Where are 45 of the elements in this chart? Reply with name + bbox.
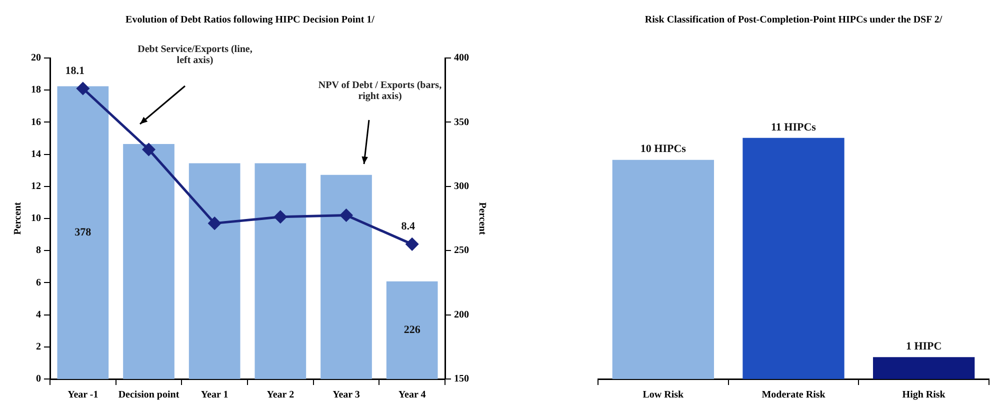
point	[142, 143, 155, 156]
y2-tick-label: 250	[454, 245, 469, 256]
data-label: 1 HIPC	[906, 340, 942, 352]
y2-tick-label: 300	[454, 180, 469, 192]
annotation: NPV of Debt / Exports (bars, right axis)	[317, 80, 443, 102]
point	[208, 217, 221, 230]
chart-title: Evolution of Debt Ratios following HIPC Decision Point 1/	[126, 14, 375, 26]
x-tick-label: Low Risk	[642, 390, 684, 401]
y-tick-label: 2	[36, 341, 41, 352]
x-tick-label: Decision point	[118, 390, 180, 401]
point	[274, 210, 287, 224]
x-tick-label: Year 3	[332, 390, 360, 401]
x-tick-label: Moderate Risk	[762, 390, 826, 401]
y-tick-label: 4	[36, 309, 41, 320]
y-tick-label: 18	[31, 84, 41, 96]
y-tick-label: 16	[31, 116, 41, 128]
y-tick-label: 6	[36, 277, 41, 288]
x-tick-label: Year 2	[266, 390, 294, 401]
y2-tick-label: 400	[454, 52, 469, 64]
x-tick-label: Year 1	[200, 390, 228, 401]
y-tick-label: 0	[36, 374, 41, 385]
y2-tick-label: 150	[454, 374, 469, 385]
annotation: Debt Service/Exports (line, left axis)	[136, 44, 254, 66]
y-tick-label: 8	[36, 245, 41, 256]
x-tick-label: Year -1	[68, 390, 98, 401]
y-tick-label: 20	[31, 52, 41, 64]
data-label: 378	[74, 226, 92, 238]
y-tick-label: 12	[31, 180, 41, 192]
y2-tick-label: 350	[454, 116, 469, 128]
data-label: 8.4	[401, 220, 416, 233]
y-tick-label: 10	[31, 213, 41, 224]
point	[76, 82, 90, 95]
y-axis-title: Percent	[12, 202, 24, 235]
x-tick-label: High Risk	[902, 390, 946, 401]
data-label: 11 HIPCs	[771, 121, 817, 134]
y2-tick-label: 200	[454, 309, 469, 320]
x-tick-label: Year 4	[398, 390, 426, 401]
y2-axis-title: Percent	[476, 202, 488, 236]
point	[340, 209, 352, 222]
data-label: 18.1	[65, 64, 85, 77]
point	[406, 238, 418, 250]
y-tick-label: 14	[31, 148, 41, 160]
data-label: 10 HIPCs	[640, 143, 687, 156]
data-label: 226	[404, 324, 421, 336]
chart-title: Risk Classification of Post-Completion-Point HIPCs under the DSF 2/	[644, 14, 942, 26]
